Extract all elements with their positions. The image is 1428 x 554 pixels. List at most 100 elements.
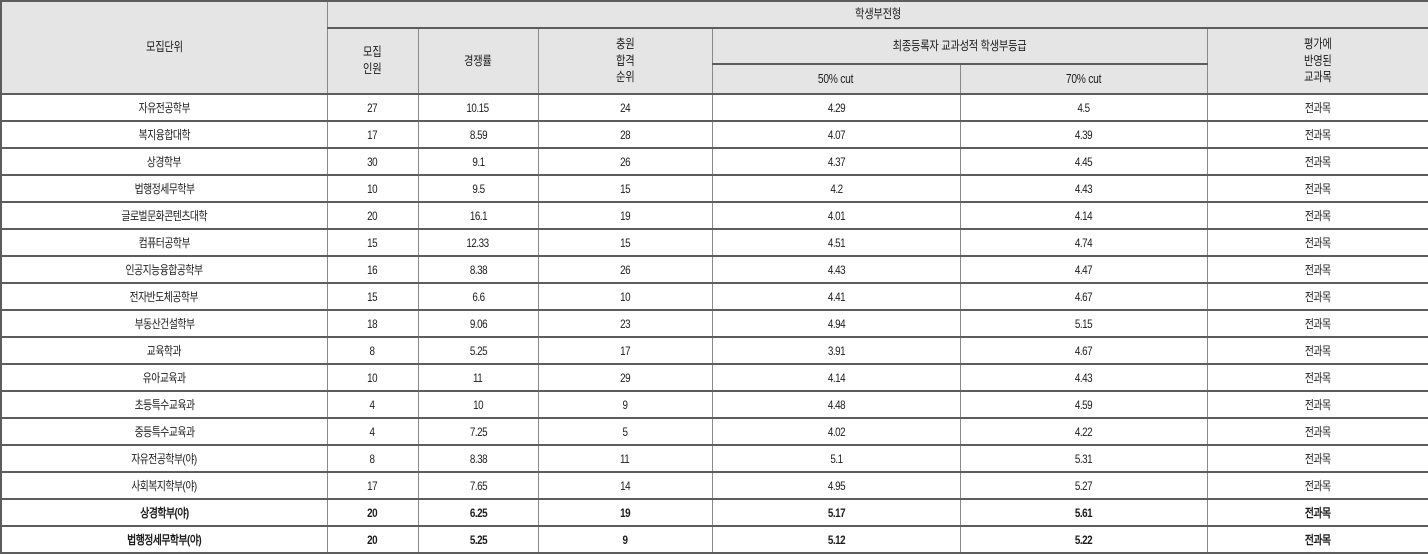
cell-recruitment-unit: 상경학부(야)	[0, 498, 328, 527]
cell-reflected-subjects: 전과목	[1206, 471, 1428, 500]
cell-waitlist-rank: 24	[537, 93, 713, 122]
cell-quota: 27	[326, 93, 419, 122]
cell-competition-ratio: 8.38	[417, 444, 539, 473]
cell-waitlist-rank: 9	[537, 525, 713, 554]
cell-cut70: 4.45	[959, 147, 1208, 176]
cell-cut70: 4.14	[959, 201, 1208, 230]
cell-recruitment-unit: 상경학부	[0, 147, 328, 176]
table-row: 자유전공학부(야) 8 8.38 11 5.1 5.31 전과목	[0, 444, 1428, 473]
cell-cut70: 5.22	[959, 525, 1208, 554]
table-row: 자유전공학부 27 10.15 24 4.29 4.5 전과목	[0, 93, 1428, 122]
cell-competition-ratio: 5.25	[417, 525, 539, 554]
table-row: 글로벌문화콘텐츠대학 20 16.1 19 4.01 4.14 전과목	[0, 201, 1428, 230]
cell-competition-ratio: 6.25	[417, 498, 539, 527]
cell-cut50: 4.14	[711, 363, 961, 392]
table-row: 사회복지학부(야) 17 7.65 14 4.95 5.27 전과목	[0, 471, 1428, 500]
table-row: 부동산건설학부 18 9.06 23 4.94 5.15 전과목	[0, 309, 1428, 338]
cell-waitlist-rank: 29	[537, 363, 713, 392]
cell-reflected-subjects: 전과목	[1206, 228, 1428, 257]
cell-quota: 17	[326, 120, 419, 149]
cell-quota: 20	[326, 201, 419, 230]
cell-cut50: 4.94	[711, 309, 961, 338]
cell-waitlist-rank: 28	[537, 120, 713, 149]
cell-reflected-subjects: 전과목	[1206, 498, 1428, 527]
cell-cut50: 4.51	[711, 228, 961, 257]
table-row: 법행정세무학부 10 9.5 15 4.2 4.43 전과목	[0, 174, 1428, 203]
table-row: 유아교육과 10 11 29 4.14 4.43 전과목	[0, 363, 1428, 392]
cell-cut50: 4.95	[711, 471, 961, 500]
cell-cut70: 4.22	[959, 417, 1208, 446]
cell-competition-ratio: 7.65	[417, 471, 539, 500]
cell-quota: 10	[326, 174, 419, 203]
cell-cut70: 5.31	[959, 444, 1208, 473]
cell-competition-ratio: 7.25	[417, 417, 539, 446]
cell-waitlist-rank: 26	[537, 147, 713, 176]
header-admission-type-group: 학생부전형	[326, 0, 1428, 29]
cell-competition-ratio: 9.5	[417, 174, 539, 203]
table-row: 전자반도체공학부 15 6.6 10 4.41 4.67 전과목	[0, 282, 1428, 311]
table-row: 복지융합대학 17 8.59 28 4.07 4.39 전과목	[0, 120, 1428, 149]
cell-competition-ratio: 10	[417, 390, 539, 419]
cell-recruitment-unit: 초등특수교육과	[0, 390, 328, 419]
cell-quota: 30	[326, 147, 419, 176]
cell-cut70: 4.43	[959, 363, 1208, 392]
header-cut50: 50% cut	[711, 63, 961, 95]
cell-quota: 8	[326, 336, 419, 365]
cell-recruitment-unit: 법행정세무학부	[0, 174, 328, 203]
cell-waitlist-rank: 19	[537, 498, 713, 527]
cell-competition-ratio: 5.25	[417, 336, 539, 365]
header-final-registrant-grade-group: 최종등록자 교과성적 학생부등급	[711, 27, 1208, 65]
table-row: 초등특수교육과 4 10 9 4.48 4.59 전과목	[0, 390, 1428, 419]
cell-waitlist-rank: 9	[537, 390, 713, 419]
cell-recruitment-unit: 전자반도체공학부	[0, 282, 328, 311]
cell-waitlist-rank: 23	[537, 309, 713, 338]
cell-cut50: 4.2	[711, 174, 961, 203]
cell-recruitment-unit: 자유전공학부	[0, 93, 328, 122]
cell-quota: 18	[326, 309, 419, 338]
cell-quota: 8	[326, 444, 419, 473]
cell-competition-ratio: 8.38	[417, 255, 539, 284]
cell-reflected-subjects: 전과목	[1206, 93, 1428, 122]
cell-cut50: 4.07	[711, 120, 961, 149]
cell-waitlist-rank: 10	[537, 282, 713, 311]
table-body: 자유전공학부 27 10.15 24 4.29 4.5 전과목 복지융합대학 1…	[0, 93, 1428, 554]
cell-competition-ratio: 11	[417, 363, 539, 392]
cell-cut50: 5.17	[711, 498, 961, 527]
cell-cut70: 4.67	[959, 282, 1208, 311]
cell-quota: 15	[326, 282, 419, 311]
header-reflected-subjects: 평가에 반영된 교과목	[1206, 27, 1428, 95]
cell-cut70: 4.59	[959, 390, 1208, 419]
cell-quota: 4	[326, 390, 419, 419]
cell-waitlist-rank: 11	[537, 444, 713, 473]
cell-recruitment-unit: 유아교육과	[0, 363, 328, 392]
cell-cut50: 4.41	[711, 282, 961, 311]
table-row: 인공지능융합공학부 16 8.38 26 4.43 4.47 전과목	[0, 255, 1428, 284]
cell-cut50: 3.91	[711, 336, 961, 365]
cell-recruitment-unit: 글로벌문화콘텐츠대학	[0, 201, 328, 230]
cell-recruitment-unit: 중등특수교육과	[0, 417, 328, 446]
cell-waitlist-rank: 26	[537, 255, 713, 284]
cell-cut50: 4.43	[711, 255, 961, 284]
cell-recruitment-unit: 인공지능융합공학부	[0, 255, 328, 284]
cell-competition-ratio: 16.1	[417, 201, 539, 230]
cell-recruitment-unit: 부동산건설학부	[0, 309, 328, 338]
cell-cut70: 4.47	[959, 255, 1208, 284]
cell-recruitment-unit: 법행정세무학부(야)	[0, 525, 328, 554]
cell-waitlist-rank: 15	[537, 228, 713, 257]
cell-cut70: 4.39	[959, 120, 1208, 149]
cell-recruitment-unit: 자유전공학부(야)	[0, 444, 328, 473]
cell-competition-ratio: 12.33	[417, 228, 539, 257]
table-row: 교육학과 8 5.25 17 3.91 4.67 전과목	[0, 336, 1428, 365]
cell-cut50: 5.1	[711, 444, 961, 473]
cell-recruitment-unit: 복지융합대학	[0, 120, 328, 149]
cell-reflected-subjects: 전과목	[1206, 120, 1428, 149]
cell-competition-ratio: 9.1	[417, 147, 539, 176]
cell-competition-ratio: 8.59	[417, 120, 539, 149]
cell-reflected-subjects: 전과목	[1206, 444, 1428, 473]
cell-quota: 20	[326, 498, 419, 527]
cell-recruitment-unit: 교육학과	[0, 336, 328, 365]
cell-quota: 4	[326, 417, 419, 446]
cell-cut70: 5.61	[959, 498, 1208, 527]
